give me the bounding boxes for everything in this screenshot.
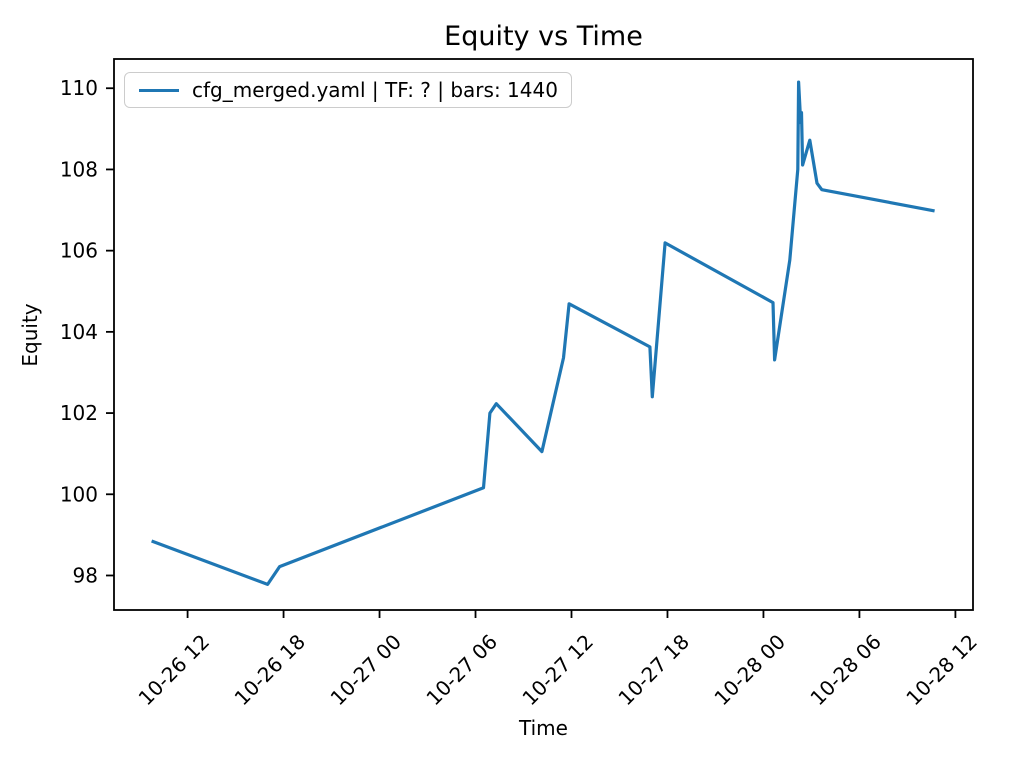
y-tick-label: 106 — [60, 239, 98, 263]
x-tick-label: 10-28 12 — [901, 630, 982, 711]
x-tick-label: 10-27 00 — [326, 630, 407, 711]
y-axis-label: Equity — [18, 303, 42, 367]
y-tick-label: 104 — [60, 320, 98, 344]
y-tick-label: 98 — [73, 563, 98, 587]
axes-frame — [113, 58, 974, 611]
legend-line-sample — [139, 88, 179, 92]
x-tick-label: 10-27 12 — [517, 630, 598, 711]
x-tick-label: 10-28 06 — [805, 630, 886, 711]
y-tick-label: 108 — [60, 157, 98, 181]
y-tick-label: 100 — [60, 482, 98, 506]
chart-title: Equity vs Time — [444, 21, 643, 52]
equity-line — [151, 80, 935, 587]
x-tick-label: 10-28 00 — [709, 630, 790, 711]
x-tick-label: 10-27 18 — [613, 630, 694, 711]
x-axis-label: Time — [519, 716, 568, 740]
x-tick-label: 10-27 06 — [421, 630, 502, 711]
x-tick-label: 10-26 12 — [134, 630, 215, 711]
y-tick-label: 102 — [60, 401, 98, 425]
x-tick-label: 10-26 18 — [230, 630, 311, 711]
legend-label: cfg_merged.yaml | TF: ? | bars: 1440 — [192, 78, 558, 102]
legend: cfg_merged.yaml | TF: ? | bars: 1440 — [124, 72, 572, 108]
y-tick-label: 110 — [60, 76, 98, 100]
